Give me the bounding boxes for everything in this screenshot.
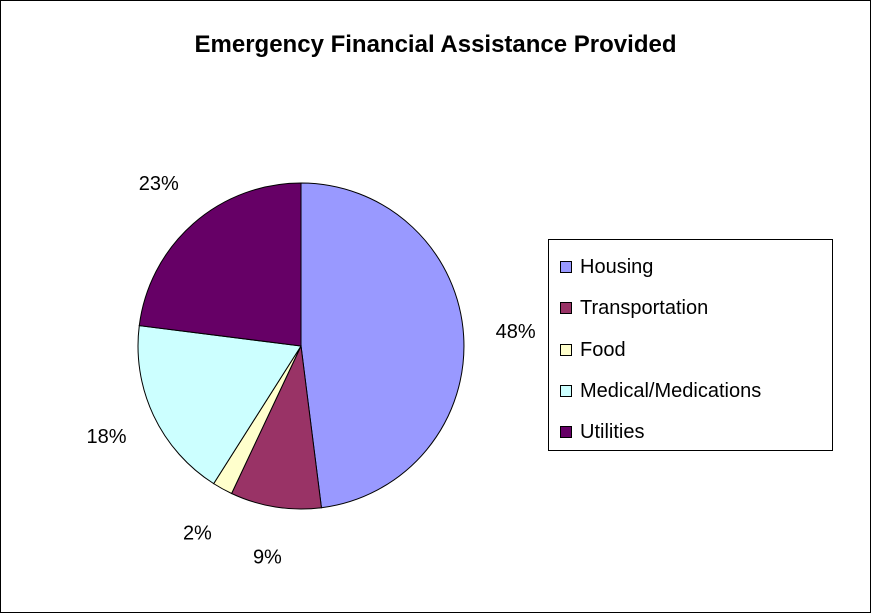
pie-slice-transportation xyxy=(230,344,322,510)
legend-label-housing: Housing xyxy=(580,255,654,278)
legend-swatch-medical xyxy=(560,385,572,397)
data-label-transportation: 9% xyxy=(253,547,282,569)
legend-item-food: Food xyxy=(560,336,626,364)
data-label-housing: 48% xyxy=(496,321,536,343)
legend-label-medical: Medical/Medications xyxy=(580,379,762,402)
legend-item-housing: Housing xyxy=(560,253,653,281)
pie-slice-housing xyxy=(300,182,465,509)
data-label-utilities: 23% xyxy=(139,173,179,195)
legend-swatch-utilities xyxy=(560,426,572,438)
legend-label-transportation: Transportation xyxy=(580,296,709,319)
legend-swatch-food xyxy=(560,344,572,356)
data-label-medical: 18% xyxy=(86,426,126,448)
legend-swatch-housing xyxy=(560,261,572,273)
pie-slice-medical xyxy=(137,325,302,485)
data-label-food: 2% xyxy=(183,523,212,545)
legend-swatch-transportation xyxy=(560,302,572,314)
chart-title: Emergency Financial Assistance Provided xyxy=(194,31,677,58)
legend-item-utilities: Utilities xyxy=(560,418,644,446)
pie-slice-utilities xyxy=(138,182,302,347)
legend-item-medical: Medical/Medications xyxy=(560,377,761,405)
legend-item-transportation: Transportation xyxy=(560,294,708,322)
legend-label-utilities: Utilities xyxy=(580,420,645,443)
legend: Housing Transportation Food Medical/Medi… xyxy=(548,239,833,451)
legend-label-food: Food xyxy=(580,338,626,361)
